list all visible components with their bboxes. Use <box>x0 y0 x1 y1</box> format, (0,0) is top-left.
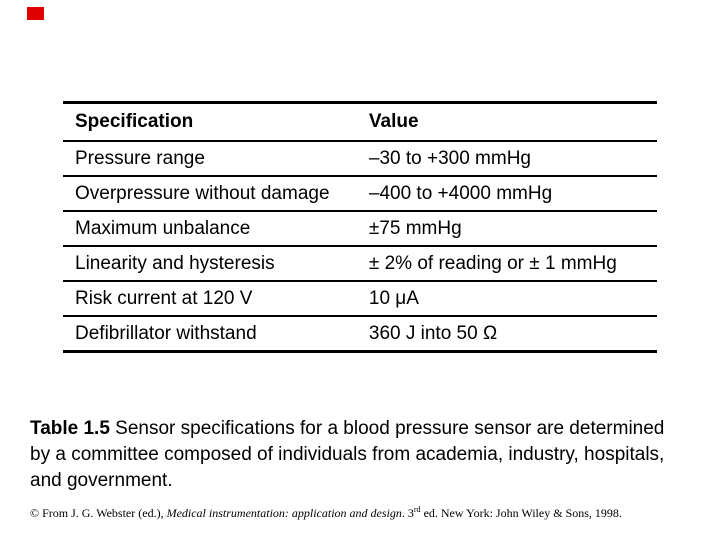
caption-line-1: Table 1.5 Sensor specifications for a bl… <box>30 416 715 442</box>
caption-table-number: Table 1.5 <box>30 418 110 439</box>
citation-ordinal-suffix: rd <box>413 505 421 514</box>
spec-cell: Pressure range <box>63 141 357 177</box>
table-row: Overpressure without damage –400 to +400… <box>63 176 657 212</box>
citation-book-title: Medical instrumentation: application and… <box>166 506 402 520</box>
table-row: Pressure range –30 to +300 mmHg <box>63 141 657 177</box>
caption-line-1-text: Sensor specifications for a blood pressu… <box>109 418 665 439</box>
citation-after-title: . 3 <box>401 506 414 520</box>
citation-prefix: © From J. G. Webster (ed.), <box>30 506 167 520</box>
value-cell: 360 J into 50 Ω <box>368 322 498 344</box>
table-row: Linearity and hysteresis ± 2% of reading… <box>63 246 657 282</box>
value-cell: –30 to +300 mmHg <box>356 141 657 177</box>
table-row: Risk current at 120 V 10 μA <box>63 281 657 317</box>
spec-cell: Defibrillator withstand <box>75 322 257 344</box>
table-header-row: Specification Value <box>63 102 657 142</box>
citation-rest: ed. New York: John Wiley & Sons, 1998. <box>420 506 622 520</box>
table-row: Maximum unbalance ±75 mmHg <box>63 211 657 247</box>
value-cell: ±75 mmHg <box>356 211 657 247</box>
value-cell: ± 2% of reading or ± 1 mmHg <box>356 246 657 282</box>
caption-line-2: by a committee composed of individuals f… <box>30 444 665 465</box>
source-citation: © From J. G. Webster (ed.), Medical inst… <box>30 505 715 521</box>
table-row: Defibrillator withstand 360 J into 50 Ω <box>63 316 657 352</box>
spec-cell: Maximum unbalance <box>63 211 357 247</box>
spec-cell: Risk current at 120 V <box>63 281 357 317</box>
caption-line-3: and government. <box>30 470 173 491</box>
spec-cell: Overpressure without damage <box>63 176 357 212</box>
column-header-value: Value <box>356 102 657 142</box>
red-square-marker <box>27 7 44 20</box>
spec-cell: Linearity and hysteresis <box>63 246 357 282</box>
specifications-table: Specification Value Pressure range –30 t… <box>63 101 657 353</box>
table-caption: Table 1.5 Sensor specifications for a bl… <box>30 416 715 494</box>
column-header-specification: Specification <box>63 102 357 142</box>
value-cell: 10 μA <box>356 281 657 317</box>
value-cell: –400 to +4000 mmHg <box>356 176 657 212</box>
